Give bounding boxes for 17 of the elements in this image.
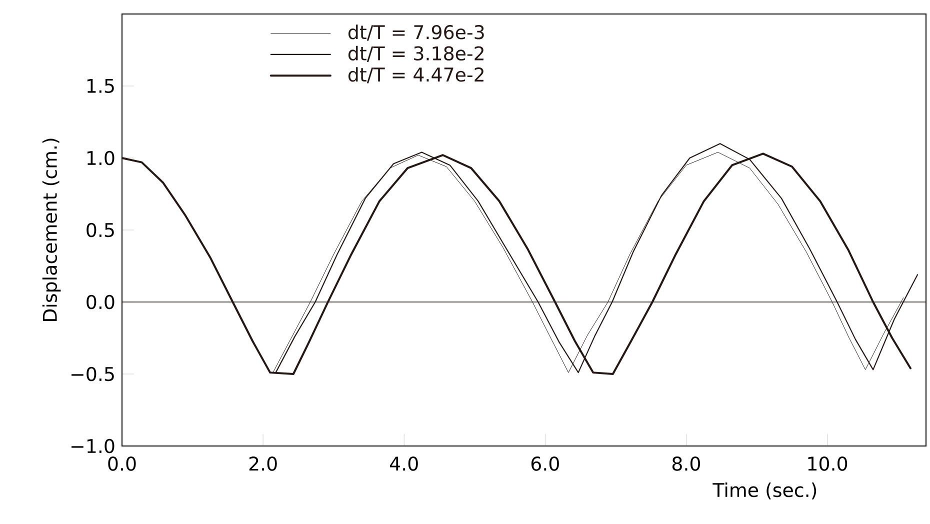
- y-tick-label: −1.0: [72, 438, 114, 454]
- x-axis-title: Time (sec.): [712, 482, 816, 500]
- x-tick-label: 10.0: [808, 456, 848, 471]
- y-tick-label: 1.5: [87, 78, 114, 94]
- x-tick-label: 2.0: [249, 456, 277, 471]
- y-axis-title: Displacement (cm.): [42, 138, 61, 322]
- x-tick-label: 6.0: [531, 456, 559, 471]
- x-tick-label: 4.0: [390, 456, 418, 471]
- y-tick-label: −0.5: [72, 366, 114, 382]
- legend-label: dt/T = 7.96e-3: [348, 24, 484, 41]
- y-tick-label: 1.0: [87, 150, 114, 166]
- y-tick-label: 0.0: [86, 294, 114, 310]
- y-tick-label: 0.5: [86, 222, 114, 238]
- x-tick-label: 8.0: [672, 456, 700, 471]
- x-tick-label: 0.0: [108, 456, 136, 471]
- legend-label: dt/T = 4.47e-2: [348, 67, 484, 84]
- legend-label: dt/T = 3.18e-2: [348, 46, 484, 62]
